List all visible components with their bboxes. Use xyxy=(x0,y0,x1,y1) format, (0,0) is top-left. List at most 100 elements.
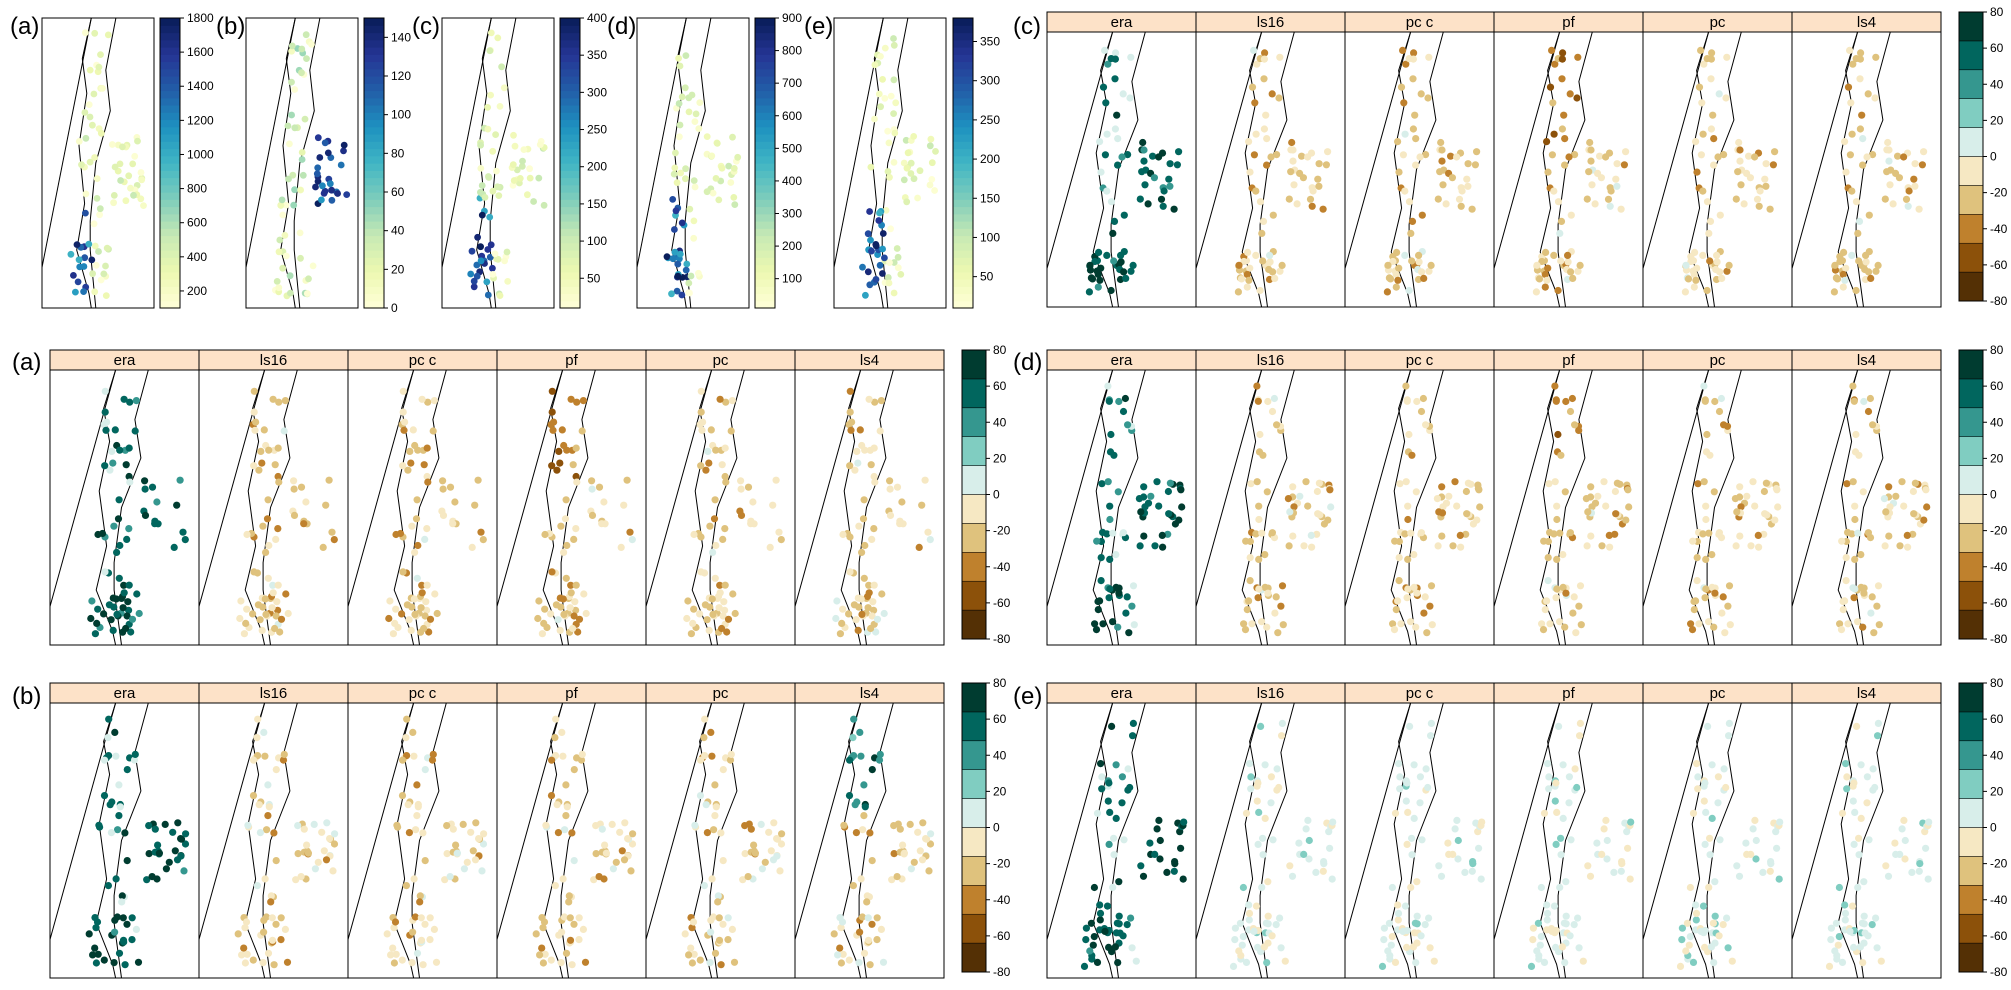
station-point xyxy=(928,176,936,183)
station-point xyxy=(1243,270,1251,279)
station-point xyxy=(290,485,298,493)
station-point xyxy=(1573,94,1581,102)
station-point xyxy=(914,828,922,836)
station-point xyxy=(87,614,95,623)
station-point xyxy=(1693,264,1701,272)
station-point xyxy=(1175,148,1183,156)
station-point xyxy=(474,233,481,241)
station-point xyxy=(1267,153,1275,161)
station-point xyxy=(1841,597,1849,605)
station-point xyxy=(1552,594,1560,602)
station-point xyxy=(103,244,111,252)
station-point xyxy=(598,520,606,528)
station-point xyxy=(861,803,869,811)
station-point xyxy=(1850,840,1858,849)
station-point xyxy=(272,857,280,865)
station-point xyxy=(412,826,420,834)
station-point xyxy=(1587,532,1595,540)
station-point xyxy=(1584,508,1592,516)
station-point xyxy=(1415,251,1423,259)
station-point xyxy=(124,598,132,606)
colorbar-segment xyxy=(755,126,775,135)
station-point xyxy=(1124,151,1132,159)
station-point xyxy=(280,750,288,759)
station-point xyxy=(541,530,549,539)
station-point xyxy=(420,624,428,633)
station-point xyxy=(305,275,312,283)
station-point xyxy=(1439,181,1447,189)
station-point xyxy=(286,140,293,148)
colorbar-segment xyxy=(1958,69,1984,99)
station-point xyxy=(1260,55,1268,63)
station-point xyxy=(1435,508,1443,516)
station-point xyxy=(867,163,875,171)
station-point xyxy=(1252,130,1260,138)
station-point xyxy=(113,913,121,921)
station-point xyxy=(1698,99,1706,107)
station-point xyxy=(1322,161,1330,169)
station-point xyxy=(1246,554,1254,562)
station-point xyxy=(500,84,508,92)
border-line xyxy=(280,17,296,309)
station-point xyxy=(1717,394,1725,403)
station-point xyxy=(1250,151,1258,159)
station-point xyxy=(875,217,883,224)
station-point xyxy=(110,959,118,967)
station-point xyxy=(856,928,864,936)
colorbar-segment xyxy=(364,54,384,63)
station-point xyxy=(1396,773,1404,781)
colorbar-segment xyxy=(961,349,987,380)
station-point xyxy=(1094,606,1102,614)
station-point xyxy=(439,477,447,485)
station-point xyxy=(1869,151,1877,159)
station-point xyxy=(1561,623,1569,631)
station-point xyxy=(875,90,883,98)
station-point xyxy=(165,858,173,866)
station-point xyxy=(1734,168,1742,176)
station-point xyxy=(161,820,169,829)
station-point xyxy=(86,66,94,74)
station-point xyxy=(1753,195,1762,203)
station-point xyxy=(1544,577,1552,585)
station-point xyxy=(676,121,684,129)
station-point xyxy=(569,624,577,633)
station-point xyxy=(123,920,131,928)
station-point xyxy=(1289,146,1297,154)
station-point xyxy=(297,873,305,881)
station-point xyxy=(1562,878,1570,886)
station-point xyxy=(1600,478,1608,486)
station-point xyxy=(684,597,692,605)
station-point xyxy=(1874,582,1883,590)
station-point xyxy=(1776,818,1784,826)
station-point xyxy=(701,715,709,723)
station-point xyxy=(1119,932,1127,940)
station-point xyxy=(1402,60,1410,68)
colorbar-segment xyxy=(364,97,384,106)
station-point xyxy=(572,472,580,481)
station-point xyxy=(670,170,678,178)
station-point xyxy=(1627,818,1635,826)
station-point xyxy=(671,164,679,172)
station-point xyxy=(872,242,880,250)
station-point xyxy=(298,69,305,77)
station-point xyxy=(687,272,695,280)
station-point xyxy=(574,628,582,636)
station-point xyxy=(1279,621,1287,629)
station-point xyxy=(1538,257,1546,266)
station-point xyxy=(1548,151,1556,159)
colorbar-segment xyxy=(560,184,580,193)
panel-label: (e) xyxy=(1013,683,1042,710)
station-point xyxy=(880,609,888,618)
station-point xyxy=(113,610,121,619)
station-point xyxy=(449,520,457,528)
station-point xyxy=(114,515,123,523)
station-point xyxy=(412,515,421,523)
station-point xyxy=(856,426,864,434)
station-point xyxy=(1093,809,1102,817)
station-point xyxy=(421,535,429,544)
station-point xyxy=(1553,808,1561,817)
station-point xyxy=(1124,421,1132,429)
station-point xyxy=(1851,585,1859,593)
station-point xyxy=(1438,157,1446,165)
